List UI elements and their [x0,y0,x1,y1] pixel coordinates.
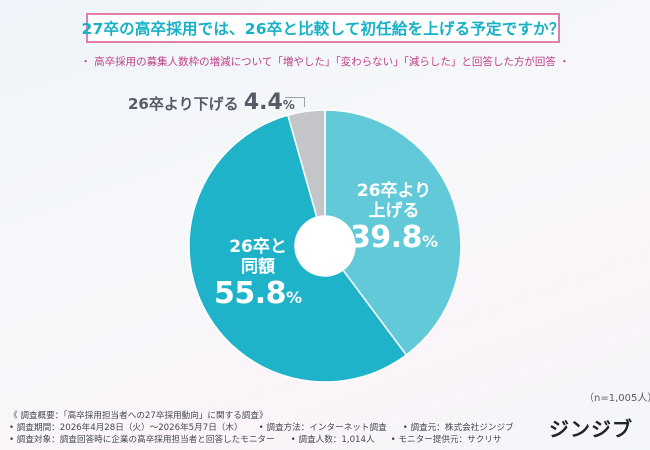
footer-line-1: 《 調査概要：「高卒採用担当者への27卒採用動向」に関する調査》 [9,411,268,421]
label-up-value: 39.8 [350,220,423,256]
donut-hole [295,216,355,276]
label-up-unit: % [422,232,439,252]
footer-count: • 調査人数：1,014人 [290,435,375,445]
label-same-line1: 26卒と [229,237,287,257]
label-down-unit: % [282,98,295,112]
title-box: 27卒の高卒採用では、26卒と比較して初任給を上げる予定ですか？ [81,13,564,43]
label-same-line2: 同額 [241,256,276,277]
label-up-line2: 上げる [368,200,420,221]
label-up: 26卒より 上げる 39.8% [350,181,439,256]
label-down: 26卒より下げる 4.4% [128,90,295,115]
footer-provider: • モニター提供元：サクリサ [390,435,502,445]
label-up-line1: 26卒より [356,181,432,201]
footer-line-2: • 調査期間：2026年4月28日（火）〜2026年5月7日（木） • 調査方法：… [9,421,530,433]
brand-logo: ジンジブ [549,417,633,441]
footer-period: • 調査期間：2026年4月28日（火）〜2026年5月7日（木） [9,423,243,433]
footer-source: • 調査元：株式会社ジンジブ [402,423,514,433]
sample-size-label: （n=1,005人） [584,393,650,404]
callout-line [285,97,305,107]
label-same: 26卒と 同額 55.8% [214,237,303,312]
label-same-value: 55.8 [214,276,287,312]
label-down-value: 4.4 [243,90,283,115]
footer-target: • 調査対象：調査回答時に企業の高卒採用担当者と回答したモニター [9,435,275,445]
page-title: 27卒の高卒採用では、26卒と比較して初任給を上げる予定ですか？ [81,20,565,38]
label-down-category: 26卒より下げる [128,95,239,113]
label-same-unit: % [286,288,303,308]
footer-line-3: • 調査対象：調査回答時に企業の高卒採用担当者と回答したモニター • 調査人数：1… [9,433,518,445]
subtitle: ・ 高卒採用の募集人数枠の増減について「増やした」「変わらない」「減らした」と回… [80,56,570,68]
footer-method: • 調査方法：インターネット調査 [258,423,387,433]
